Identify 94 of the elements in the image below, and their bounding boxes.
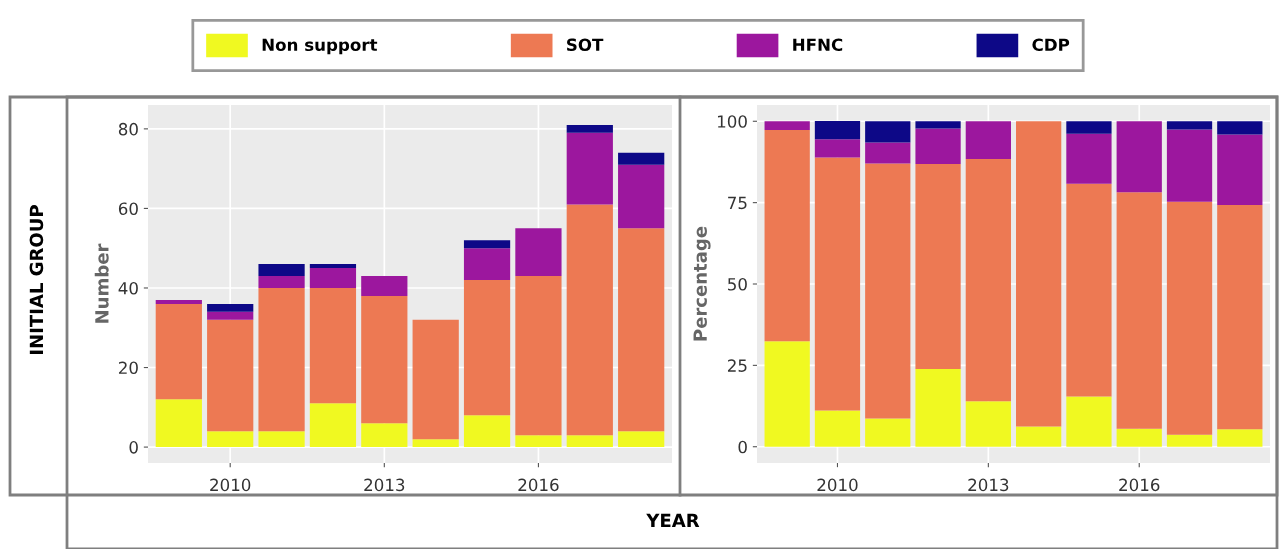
x-tick-label: 2013: [968, 478, 1009, 492]
bar: [865, 142, 911, 164]
bar: [814, 139, 861, 158]
bar: [1166, 121, 1213, 130]
bar: [155, 399, 202, 448]
bar: [965, 121, 1011, 160]
legend-label: HFNC: [793, 38, 843, 52]
y-tick-label: 100: [717, 115, 747, 128]
bar: [566, 204, 613, 436]
bar: [361, 276, 408, 296]
bar: [1066, 121, 1112, 134]
bar: [566, 132, 613, 205]
bar: [566, 124, 613, 133]
bar: [1066, 133, 1112, 184]
y-tick-label: 20: [118, 361, 138, 375]
y-tick-label: 75: [728, 196, 747, 210]
bar: [207, 311, 254, 320]
bar: [764, 341, 810, 447]
bar: [915, 121, 961, 129]
y-tick-label: 25: [727, 359, 747, 372]
y-tick-label: 0: [129, 441, 138, 454]
bar: [309, 403, 357, 448]
y-tick-label: 60: [118, 202, 138, 215]
bar: [515, 435, 562, 448]
bar: [463, 240, 511, 249]
bar: [258, 276, 305, 288]
y-tick-label: 80: [118, 122, 138, 136]
y-axis-title: Percentage: [693, 226, 711, 341]
x-tick-label: 2010: [210, 478, 251, 492]
bar: [1016, 121, 1062, 427]
bar: [764, 121, 810, 131]
bar: [361, 423, 408, 448]
bar: [155, 303, 202, 400]
bar: [463, 415, 511, 448]
bar: [207, 303, 254, 312]
bar: [207, 431, 254, 448]
bar: [965, 159, 1011, 402]
y-axis-title: Number: [94, 243, 109, 323]
bar: [618, 164, 665, 229]
bar: [1166, 434, 1213, 447]
bar: [309, 287, 357, 404]
x-tick-label: 2010: [817, 478, 858, 492]
bar: [1066, 183, 1112, 397]
bar: [1066, 396, 1112, 447]
bar: [1116, 192, 1162, 429]
bar: [865, 121, 911, 143]
text: INITIAL GROUP: [29, 205, 44, 354]
legend-label: SOT: [567, 38, 604, 52]
x-tick-label: 2016: [1119, 478, 1160, 492]
bar: [1166, 129, 1213, 202]
bar: [309, 268, 357, 288]
legend-label: Non support: [262, 38, 378, 55]
legend-label: CDP: [1032, 38, 1070, 52]
bar: [764, 130, 810, 342]
bar: [258, 287, 305, 432]
bar: [618, 228, 665, 432]
bar: [412, 319, 459, 440]
bar: [515, 228, 562, 277]
bar: [618, 152, 665, 165]
bar: [361, 295, 408, 424]
bar: [865, 163, 911, 419]
bar: [814, 120, 861, 140]
bar: [1166, 201, 1213, 435]
x-tick-label: 2013: [364, 478, 405, 492]
bar: [1217, 429, 1263, 447]
bar: [1217, 121, 1263, 135]
bar: [1116, 121, 1162, 193]
y-tick-label: 50: [728, 277, 747, 291]
y-tick-label: 40: [118, 281, 138, 295]
bar: [463, 248, 511, 281]
text: YEAR: [646, 513, 700, 527]
bar: [1116, 428, 1162, 447]
bar: [1217, 204, 1263, 430]
bar: [566, 435, 613, 448]
bar: [207, 319, 254, 432]
bar: [865, 418, 911, 447]
bar: [463, 280, 511, 416]
bar: [258, 431, 305, 448]
bar: [618, 431, 665, 448]
bar: [1217, 134, 1263, 205]
bar: [814, 157, 861, 411]
bar: [915, 163, 961, 369]
y-tick-label: 0: [738, 440, 747, 454]
x-tick-label: 2016: [518, 478, 559, 492]
bar: [258, 264, 305, 277]
bar: [155, 299, 202, 304]
bar: [515, 276, 562, 436]
bar: [412, 439, 459, 448]
bar: [309, 264, 357, 269]
bar: [915, 368, 961, 447]
bar: [965, 401, 1011, 447]
bar: [814, 410, 861, 447]
bar: [915, 128, 961, 164]
bar: [1016, 426, 1062, 447]
